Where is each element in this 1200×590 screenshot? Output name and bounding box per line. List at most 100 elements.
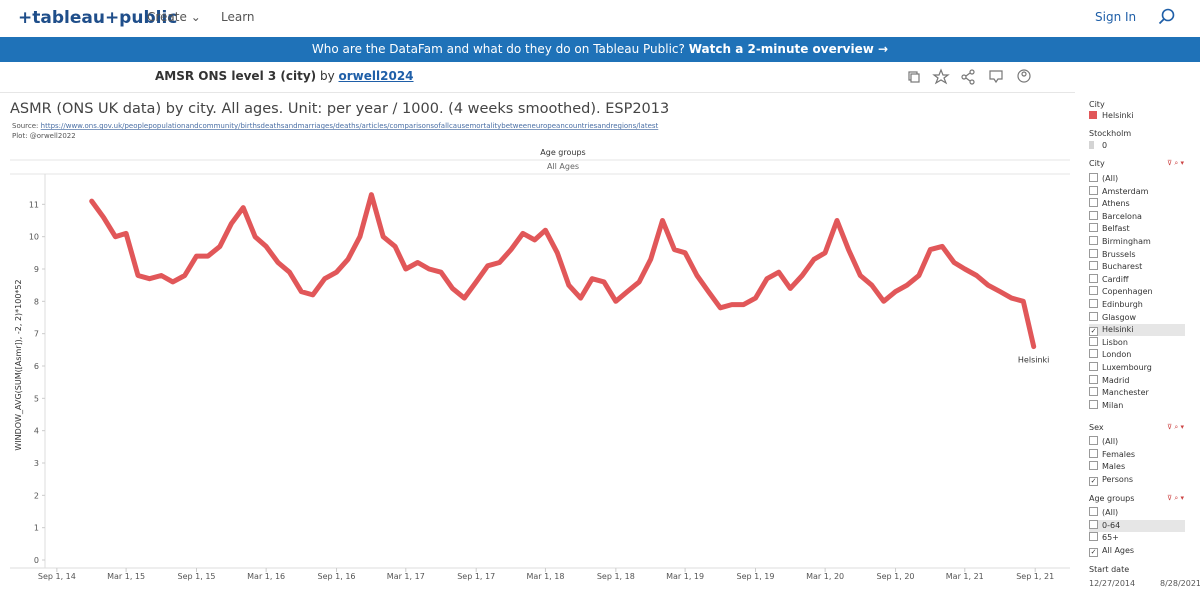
y-tick-label: 1: [34, 524, 39, 533]
data-line: [89, 192, 1037, 350]
filter-option[interactable]: Milan: [1089, 399, 1185, 412]
filter-option[interactable]: Amsterdam: [1089, 185, 1185, 198]
checkbox[interactable]: [1089, 236, 1098, 245]
y-tick-label: 5: [34, 394, 39, 403]
option-label: Barcelona: [1102, 211, 1142, 221]
legend-item: 0: [1089, 141, 1107, 150]
filter-option[interactable]: Belfast: [1089, 223, 1185, 235]
option-label: Edinburgh: [1102, 300, 1143, 309]
logo[interactable]: +tableau+public: [18, 8, 178, 28]
column-subheader: All Ages: [547, 162, 579, 171]
filter-option[interactable]: (All): [1089, 436, 1185, 448]
checkbox[interactable]: ✓: [1089, 476, 1098, 486]
checkbox[interactable]: [1089, 399, 1098, 409]
option-label: (All): [1102, 437, 1119, 446]
filter-option[interactable]: Cardiff: [1089, 273, 1185, 286]
share-icon[interactable]: [961, 69, 975, 85]
filter-option[interactable]: Manchester: [1089, 387, 1185, 399]
comment-icon[interactable]: [989, 70, 1003, 84]
filter-option[interactable]: Madrid: [1089, 374, 1185, 387]
checkbox[interactable]: [1089, 336, 1098, 346]
legend-label: Helsinki: [1102, 111, 1134, 120]
sign-in[interactable]: Sign In: [1095, 10, 1137, 24]
filter-option[interactable]: ✓ All Ages: [1089, 545, 1185, 557]
option-label: Luxembourg: [1102, 363, 1152, 372]
filter-option[interactable]: London: [1089, 349, 1185, 361]
filter-option[interactable]: 0-64: [1089, 519, 1185, 532]
checkbox[interactable]: [1089, 223, 1098, 233]
checkbox[interactable]: [1089, 173, 1098, 182]
filter-option[interactable]: 65+: [1089, 532, 1185, 544]
x-tick-label: Sep 1, 17: [457, 572, 495, 581]
checkbox[interactable]: [1089, 185, 1098, 195]
checkbox[interactable]: ✓: [1089, 547, 1098, 557]
filter-option[interactable]: Copenhagen: [1089, 286, 1185, 298]
filter-option[interactable]: Edinburgh: [1089, 299, 1185, 311]
checkbox[interactable]: [1089, 387, 1098, 397]
checkbox[interactable]: [1089, 261, 1098, 271]
checkbox[interactable]: [1089, 461, 1098, 471]
checkbox[interactable]: [1089, 507, 1098, 516]
filter-option[interactable]: ✓ Persons: [1089, 474, 1185, 486]
filter-option[interactable]: Males: [1089, 461, 1185, 473]
source-label: Source:: [12, 122, 38, 130]
date-to[interactable]: 8/28/2021: [1160, 579, 1200, 588]
banner-text: Who are the DataFam and what do they do …: [311, 42, 685, 56]
favorite-icon[interactable]: [932, 68, 950, 85]
author-link[interactable]: orwell2024: [338, 69, 414, 83]
checkbox[interactable]: ✓: [1089, 327, 1098, 337]
filter-panel: City Helsinki Stockholm 0 City ⊽ ⌕ ▾ (All) Amst…: [1085, 95, 1200, 590]
viz-title: AMSR ONS level 3 (city): [155, 69, 317, 83]
filter-option[interactable]: (All): [1089, 507, 1185, 519]
checkbox[interactable]: [1089, 299, 1098, 308]
y-tick-label: 9: [34, 265, 39, 274]
filter-option[interactable]: Brussels: [1089, 248, 1185, 261]
checkbox[interactable]: [1089, 198, 1098, 208]
nav-link[interactable]: Learn: [221, 10, 255, 24]
filter-option[interactable]: (All): [1089, 173, 1185, 185]
option-label: Glasgow: [1102, 312, 1137, 322]
filter-title: Age groups: [1089, 494, 1135, 503]
option-label: 65+: [1102, 533, 1119, 543]
option-label: Persons: [1102, 474, 1134, 484]
x-tick-label: Mar 1, 19: [666, 572, 704, 581]
y-tick-label: 3: [34, 459, 39, 468]
chart: ASMR (ONS UK data) by city. All ages. Un…: [10, 101, 1070, 581]
legend-title: Stockholm: [1089, 129, 1132, 138]
filter-option[interactable]: Females: [1089, 448, 1185, 461]
filter-option[interactable]: Luxembourg: [1089, 362, 1185, 374]
legend-item: Helsinki: [1089, 111, 1133, 120]
filter-list: (All) Females Males ✓ Persons: [1085, 436, 1200, 516]
date-from[interactable]: 12/27/2014: [1089, 579, 1136, 588]
option-label: Bucharest: [1102, 262, 1143, 272]
checkbox[interactable]: [1089, 374, 1098, 384]
filter-list: (All) Amsterdam Athens Barcelona Belfast Birm…: [1085, 173, 1200, 413]
source-url[interactable]: https://www.ons.gov.uk/peoplepopulationa…: [41, 122, 659, 130]
checkbox[interactable]: [1089, 436, 1098, 445]
checkbox[interactable]: [1089, 311, 1098, 321]
checkbox[interactable]: [1089, 273, 1098, 283]
checkbox[interactable]: [1089, 210, 1098, 220]
filter-option[interactable]: ✓ Helsinki: [1089, 324, 1185, 337]
x-tick-label: Mar 1, 17: [387, 572, 425, 581]
legend-title: City: [1089, 100, 1105, 109]
filter-option[interactable]: Birmingham: [1089, 236, 1185, 248]
checkbox[interactable]: [1089, 519, 1098, 529]
filter-option[interactable]: Athens: [1089, 198, 1185, 210]
search-icon[interactable]: [1158, 8, 1176, 26]
filter-option[interactable]: Glasgow: [1089, 311, 1185, 324]
profile-icon[interactable]: [1017, 69, 1031, 83]
checkbox[interactable]: [1089, 448, 1098, 458]
filter-option[interactable]: Bucharest: [1089, 261, 1185, 273]
checkbox[interactable]: [1089, 362, 1098, 371]
nav-link[interactable]: Create ⌄: [147, 10, 201, 24]
banner-link[interactable]: Watch a 2-minute overview →: [688, 42, 889, 56]
checkbox[interactable]: [1089, 349, 1098, 359]
option-label: 0-64: [1102, 520, 1121, 530]
checkbox[interactable]: [1089, 532, 1098, 542]
filter-option[interactable]: Lisbon: [1089, 336, 1185, 349]
checkbox[interactable]: [1089, 286, 1098, 296]
checkbox[interactable]: [1089, 248, 1098, 258]
x-tick-label: Mar 1, 20: [806, 572, 844, 581]
filter-option[interactable]: Barcelona: [1089, 210, 1185, 223]
